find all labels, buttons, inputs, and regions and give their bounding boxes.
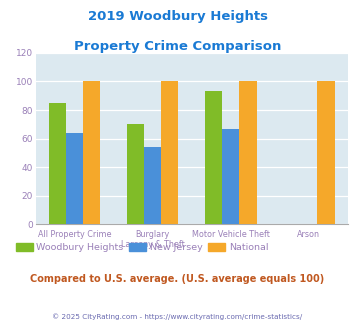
Bar: [49, 103, 66, 224]
Bar: [161, 82, 179, 224]
Bar: [205, 91, 222, 224]
Text: Compared to U.S. average. (U.S. average equals 100): Compared to U.S. average. (U.S. average …: [31, 274, 324, 284]
Bar: [127, 124, 144, 224]
Legend: Woodbury Heights, New Jersey, National: Woodbury Heights, New Jersey, National: [12, 239, 273, 256]
Bar: [239, 82, 257, 224]
Text: Property Crime Comparison: Property Crime Comparison: [74, 40, 281, 52]
Bar: [317, 82, 335, 224]
Text: © 2025 CityRating.com - https://www.cityrating.com/crime-statistics/: © 2025 CityRating.com - https://www.city…: [53, 314, 302, 320]
Text: 2019 Woodbury Heights: 2019 Woodbury Heights: [87, 10, 268, 23]
Bar: [83, 82, 100, 224]
Bar: [144, 147, 161, 224]
Bar: [222, 129, 239, 224]
Bar: [66, 133, 83, 224]
